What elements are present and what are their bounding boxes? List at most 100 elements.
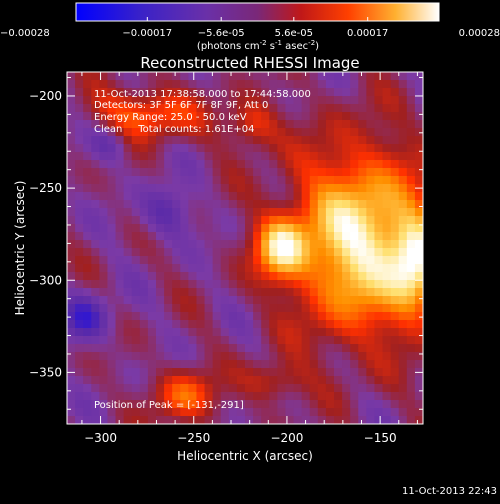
heatmap-cell: [123, 392, 133, 401]
heatmap-cell: [301, 360, 311, 369]
heatmap-cell: [269, 136, 278, 145]
heatmap-cell: [180, 304, 189, 313]
heatmap-cell: [75, 264, 84, 273]
heatmap-cell: [196, 304, 206, 313]
heatmap-cell: [350, 320, 359, 329]
heatmap-cell: [261, 384, 270, 393]
heatmap-cell: [156, 360, 165, 369]
heatmap-cell: [342, 216, 351, 225]
heatmap-cell: [204, 72, 214, 81]
heatmap-cell: [123, 160, 133, 169]
heatmap-cell: [293, 360, 303, 369]
heatmap-cell: [293, 304, 303, 313]
heatmap-cell: [245, 368, 254, 377]
heatmap-cell: [293, 136, 303, 145]
heatmap-cell: [269, 248, 278, 257]
heatmap-cell: [334, 216, 343, 225]
heatmap-cell: [317, 128, 327, 137]
heatmap-cell: [414, 256, 423, 265]
heatmap-cell: [293, 176, 303, 185]
heatmap-cell: [277, 144, 287, 153]
heatmap-cell: [188, 296, 198, 305]
heatmap-cell: [83, 392, 92, 401]
heatmap-cell: [204, 168, 214, 177]
heatmap-cell: [228, 328, 238, 337]
heatmap-cell: [91, 208, 100, 217]
heatmap-cell: [147, 360, 157, 369]
heatmap-cell: [293, 256, 303, 265]
heatmap-cell: [334, 88, 343, 97]
heatmap-cell: [131, 376, 141, 385]
heatmap-cell: [293, 400, 303, 409]
heatmap-cell: [293, 296, 303, 305]
plot-frame: [66, 71, 424, 425]
heatmap-cell: [131, 312, 141, 321]
heatmap-cell: [398, 320, 408, 329]
heatmap-cell: [188, 152, 198, 161]
heatmap-cell: [317, 168, 327, 177]
heatmap-cell: [107, 368, 117, 377]
heatmap-cell: [75, 168, 84, 177]
heatmap-cell: [253, 416, 262, 424]
heatmap-cell: [131, 344, 141, 353]
heatmap-cell: [293, 408, 303, 417]
heatmap-cell: [350, 192, 359, 201]
heatmap-cell: [220, 296, 230, 305]
heatmap-cell: [220, 344, 230, 353]
heatmap-cell: [342, 336, 351, 345]
heatmap-cell: [293, 184, 303, 193]
heatmap-cell: [269, 328, 278, 337]
heatmap-cell: [115, 392, 125, 401]
heatmap-cell: [245, 160, 254, 169]
heatmap-cell: [414, 352, 423, 361]
heatmap-cell: [220, 88, 230, 97]
heatmap-cell: [67, 112, 76, 121]
heatmap-cell: [366, 264, 376, 273]
heatmap-cell: [75, 192, 84, 201]
heatmap-cell: [83, 152, 92, 161]
heatmap-cell: [91, 192, 100, 201]
heatmap-cell: [139, 408, 149, 417]
heatmap-cell: [245, 232, 254, 241]
heatmap-cell: [358, 392, 367, 401]
heatmap-cell: [414, 408, 423, 417]
heatmap-cell: [123, 384, 133, 393]
heatmap-cell: [245, 200, 254, 209]
heatmap-cell: [317, 320, 327, 329]
heatmap-cell: [325, 168, 335, 177]
heatmap-cell: [212, 136, 222, 145]
heatmap-cell: [204, 352, 214, 361]
heatmap-cell: [277, 352, 287, 361]
heatmap-cell: [269, 200, 278, 209]
heatmap-cell: [325, 176, 335, 185]
heatmap-cell: [406, 352, 416, 361]
heatmap-cell: [228, 392, 238, 401]
heatmap-cell: [212, 232, 222, 241]
heatmap-cell: [147, 288, 157, 297]
heatmap-cell: [374, 248, 384, 257]
heatmap-cell: [196, 80, 206, 89]
heatmap-cell: [414, 176, 423, 185]
heatmap-cell: [406, 216, 416, 225]
heatmap-cell: [212, 256, 222, 265]
heatmap-cell: [212, 200, 222, 209]
heatmap-cell: [75, 304, 84, 313]
heatmap-cell: [325, 392, 335, 401]
heatmap-cell: [358, 144, 367, 153]
heatmap-cell: [309, 256, 319, 265]
heatmap-cell: [374, 392, 384, 401]
heatmap-cell: [334, 176, 343, 185]
heatmap-cell: [147, 152, 157, 161]
heatmap-cell: [99, 336, 109, 345]
heatmap-cell: [196, 112, 206, 121]
heatmap-cell: [91, 144, 100, 153]
heatmap-cell: [172, 256, 181, 265]
heatmap-cell: [366, 328, 376, 337]
heatmap-cell: [277, 384, 287, 393]
heatmap-cell: [156, 280, 165, 289]
heatmap-cell: [398, 272, 408, 281]
heatmap-cell: [366, 416, 376, 424]
heatmap-cell: [147, 96, 157, 105]
heatmap-cell: [334, 264, 343, 273]
heatmap-cell: [139, 80, 149, 89]
